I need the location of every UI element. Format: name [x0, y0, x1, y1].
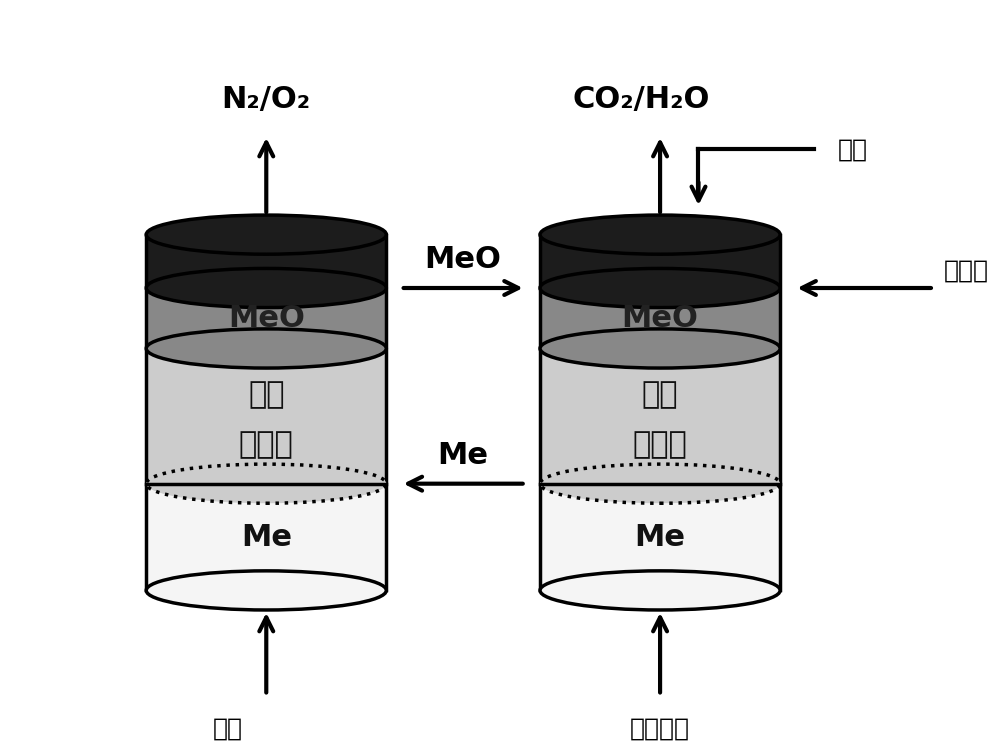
Polygon shape [146, 288, 386, 349]
Ellipse shape [540, 329, 780, 368]
Ellipse shape [146, 215, 386, 254]
Polygon shape [540, 349, 780, 484]
Text: 流化介质: 流化介质 [630, 717, 690, 741]
Ellipse shape [540, 269, 780, 307]
Text: Me: Me [241, 523, 292, 551]
Text: 空气: 空气 [248, 380, 285, 409]
Ellipse shape [540, 464, 780, 503]
Text: MeO: MeO [622, 304, 699, 333]
Text: Me: Me [438, 441, 489, 470]
Text: MeO: MeO [425, 245, 502, 274]
Text: 载氧体: 载氧体 [943, 258, 988, 282]
Ellipse shape [146, 464, 386, 503]
Text: 空气: 空气 [213, 717, 243, 741]
Text: 反应器: 反应器 [633, 430, 687, 459]
Ellipse shape [540, 215, 780, 254]
Polygon shape [540, 288, 780, 349]
Text: 燃料: 燃料 [838, 137, 868, 162]
Text: 燃料: 燃料 [642, 380, 678, 409]
Ellipse shape [146, 329, 386, 368]
Text: CO₂/H₂O: CO₂/H₂O [572, 85, 710, 114]
Ellipse shape [146, 571, 386, 610]
Text: 反应器: 反应器 [239, 430, 294, 459]
Polygon shape [146, 484, 386, 590]
Text: MeO: MeO [228, 304, 305, 333]
Polygon shape [540, 235, 780, 288]
Polygon shape [146, 235, 386, 288]
Polygon shape [146, 349, 386, 484]
Polygon shape [540, 484, 780, 590]
Text: N₂/O₂: N₂/O₂ [222, 85, 311, 114]
Ellipse shape [146, 269, 386, 307]
Text: Me: Me [635, 523, 686, 551]
Ellipse shape [540, 571, 780, 610]
